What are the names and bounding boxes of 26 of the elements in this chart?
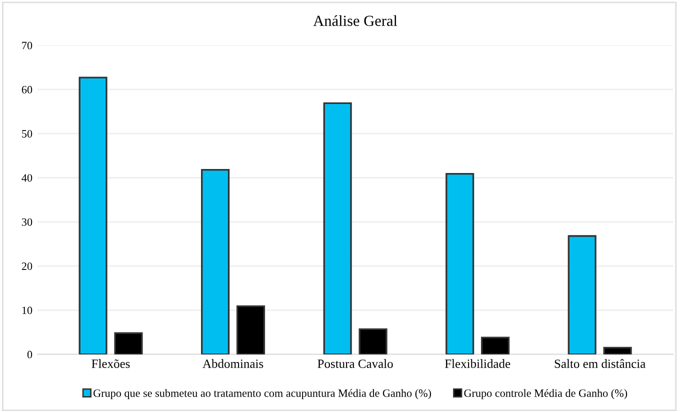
y-tick-label: 50 bbox=[22, 130, 32, 138]
bar bbox=[236, 305, 266, 354]
y-tick-label: 60 bbox=[22, 86, 32, 94]
chart-title: Análise Geral bbox=[313, 15, 398, 26]
bar bbox=[568, 235, 596, 354]
bar bbox=[78, 76, 108, 354]
bar bbox=[446, 172, 474, 354]
y-tick-label: 30 bbox=[22, 218, 32, 226]
bar bbox=[481, 336, 510, 354]
y-tick-label: 10 bbox=[22, 306, 32, 314]
y-tick-label: 40 bbox=[22, 174, 32, 182]
bar bbox=[323, 102, 352, 354]
bar bbox=[201, 168, 230, 354]
x-tick-label: Flexões bbox=[92, 359, 130, 368]
bar bbox=[603, 346, 632, 354]
y-tick-label: 20 bbox=[22, 262, 32, 270]
legend-label: Grupo controle Média de Ganho (%) bbox=[464, 389, 628, 400]
x-tick-label: Flexibilidade bbox=[444, 359, 510, 368]
bar bbox=[358, 328, 388, 354]
y-tick-label: 70 bbox=[22, 42, 32, 50]
y-tick-label: 0 bbox=[27, 350, 32, 358]
x-tick-label: Postura Cavalo bbox=[318, 359, 393, 368]
legend-label: Grupo que se submeteu ao tratamento com acupuntura Média de Ganho (%) bbox=[93, 389, 432, 400]
bar bbox=[114, 332, 143, 354]
x-tick-label: Salto em distância bbox=[554, 359, 646, 368]
x-tick-label: Abdominais bbox=[202, 359, 264, 368]
